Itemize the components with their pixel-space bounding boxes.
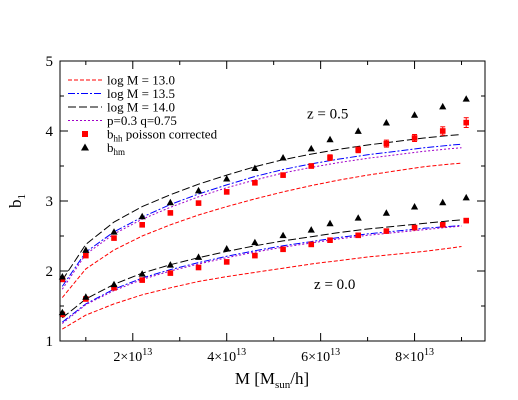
- x-tick-label: 4×1013: [207, 347, 246, 365]
- annotations: z = 0.5 z = 0.0: [307, 106, 355, 293]
- bhh-square-point: [83, 252, 89, 259]
- legend-label: p=0.3 q=0.75: [107, 113, 177, 128]
- bhh-square-point: [139, 222, 145, 228]
- bhh-square-point: [308, 241, 315, 248]
- bhm-triangle-point: [410, 203, 419, 210]
- legend-square-swatch: [82, 131, 88, 137]
- bhm-triangle-point: [58, 308, 66, 316]
- bhm-triangle-point: [166, 261, 174, 268]
- curve-00-5: [61, 225, 462, 323]
- redshift-annotation: z = 0.5: [307, 106, 348, 122]
- bhm-triangle-point: [58, 273, 66, 280]
- bhh-square-point: [111, 285, 117, 291]
- bhh-square-point: [355, 147, 362, 153]
- bhm-triangle-point: [439, 102, 447, 110]
- bhm-triangle-point: [307, 226, 315, 233]
- x-axis-title: M [Msun/h]: [235, 369, 309, 391]
- y-axis-title: b1: [6, 194, 28, 208]
- measured-points: [58, 95, 470, 318]
- y-tick-label: 1: [46, 334, 54, 350]
- legend-label: bhm: [107, 140, 125, 157]
- bhh-square-point: [280, 172, 286, 178]
- bhm-triangle-point: [410, 111, 419, 118]
- bhm-triangle-point: [462, 193, 470, 201]
- bhm-triangle-point: [194, 253, 203, 260]
- bhm-triangle-point: [354, 214, 362, 221]
- bhh-square-point: [195, 200, 202, 206]
- model-curves: [61, 134, 462, 330]
- curve-05-1: [61, 143, 462, 287]
- x-tick-label: 2×1013: [113, 347, 152, 365]
- y-tick-label: 2: [46, 264, 54, 280]
- bhm-triangle-point: [382, 119, 390, 126]
- curve-05-3: [61, 147, 462, 290]
- bhm-triangle-point: [223, 175, 231, 182]
- axis-ticks: 1 2 3 4 5 2×1013 4×1013 6×1013 8×1013: [46, 54, 485, 365]
- legend-label: log M = 14.0: [107, 100, 175, 115]
- curve-05-2: [61, 134, 462, 281]
- bhh-square-point: [383, 140, 390, 147]
- curve-00-6: [61, 219, 462, 319]
- bhm-triangle-point: [194, 186, 203, 194]
- bhh-square-point: [383, 228, 390, 234]
- bhh-square-point: [411, 135, 418, 141]
- bhm-triangle-point: [251, 164, 259, 171]
- bhh-square-point: [252, 252, 258, 259]
- bhh-square-point: [223, 259, 230, 265]
- bhh-square-point: [167, 210, 174, 216]
- bhm-triangle-point: [110, 228, 118, 235]
- legend-triangle-swatch: [81, 143, 89, 151]
- y-tick-label: 4: [46, 124, 54, 140]
- bhm-triangle-point: [326, 135, 334, 143]
- bhm-triangle-point: [354, 127, 362, 134]
- bhm-triangle-point: [138, 270, 146, 277]
- bhh-square-point: [167, 270, 174, 276]
- bhm-triangle-point: [166, 198, 174, 206]
- bhh-square-point: [463, 119, 470, 126]
- bhh-square-point: [223, 189, 230, 195]
- x-tick-label: 8×1013: [395, 347, 434, 365]
- bhh-square-point: [252, 180, 258, 186]
- bhh-square-point: [411, 224, 418, 231]
- curve-00-4: [62, 246, 462, 330]
- bhm-triangle-point: [326, 219, 334, 227]
- y-tick-label: 5: [46, 54, 54, 70]
- legend-label: log M = 13.5: [107, 86, 175, 101]
- x-tick-label: 6×1013: [301, 347, 340, 365]
- bhh-square-point: [308, 163, 315, 169]
- bhm-triangle-point: [279, 154, 287, 161]
- bhm-triangle-point: [110, 280, 118, 288]
- legend-label: bhh poisson corrected: [107, 127, 218, 144]
- bhm-triangle-point: [279, 231, 287, 239]
- bhh-square-point: [327, 154, 333, 161]
- curve-00-7: [61, 225, 462, 324]
- bhh-square-point: [463, 217, 470, 224]
- bhm-triangle-point: [439, 198, 447, 206]
- bhh-square-point: [439, 128, 446, 134]
- bhh-square-point: [355, 232, 362, 239]
- y-tick-label: 3: [46, 194, 54, 210]
- bhm-triangle-point: [307, 144, 315, 152]
- bhm-triangle-point: [251, 238, 259, 246]
- bhm-triangle-point: [82, 293, 90, 300]
- bhh-square-point: [327, 237, 333, 243]
- bhm-triangle-point: [223, 245, 231, 252]
- bhm-triangle-point: [138, 212, 146, 220]
- bhh-square-point: [280, 246, 286, 253]
- redshift-annotation: z = 0.0: [314, 277, 355, 293]
- bhh-square-point: [111, 235, 117, 241]
- bhm-triangle-point: [82, 246, 90, 253]
- bhh-square-point: [439, 222, 446, 228]
- bhm-triangle-point: [462, 95, 470, 102]
- bhh-square-point: [139, 277, 145, 283]
- bhm-triangle-point: [382, 209, 390, 216]
- bhh-square-point: [195, 264, 202, 271]
- curve-05-0: [61, 162, 462, 298]
- legend-label: log M = 13.0: [107, 73, 175, 88]
